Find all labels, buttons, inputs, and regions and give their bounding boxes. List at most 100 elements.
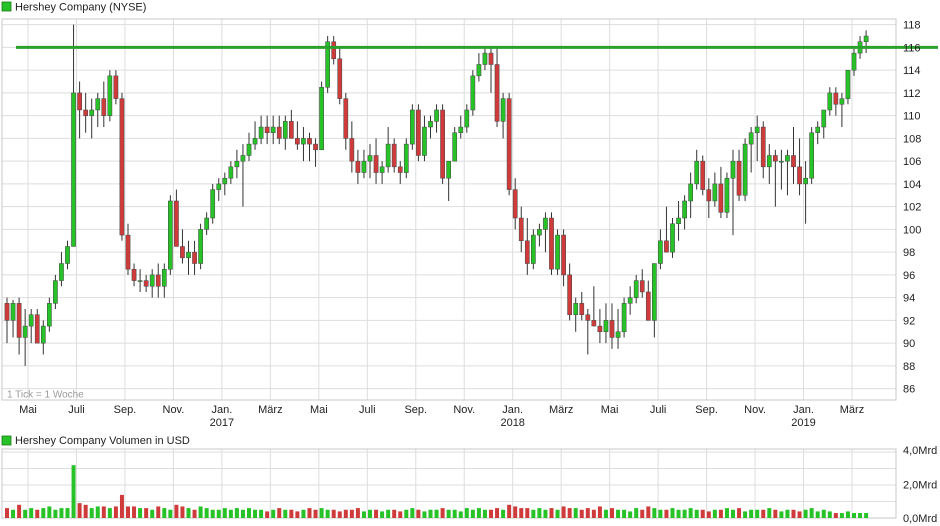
candle-up	[428, 121, 433, 128]
candle-up	[845, 69, 851, 99]
volume-bar	[132, 506, 137, 518]
volume-bar	[53, 509, 58, 518]
candle-up	[785, 155, 790, 162]
volume-bar	[724, 508, 729, 518]
volume-bar	[107, 508, 112, 518]
volume-bar	[23, 509, 28, 518]
volume-bar	[5, 508, 9, 518]
price-y-tick-label: 100	[903, 224, 921, 236]
price-y-tick-label: 112	[903, 88, 921, 100]
price-x-tick-label: Mai	[601, 404, 619, 416]
volume-bar	[446, 509, 451, 518]
volume-bar	[41, 508, 46, 518]
volume-bar	[71, 465, 76, 518]
candle-up	[47, 303, 52, 327]
candle-up	[573, 303, 579, 315]
volume-bar	[228, 509, 233, 518]
volume-bar	[761, 509, 766, 518]
volume-bar	[343, 509, 348, 518]
volume-bar	[162, 508, 167, 518]
candle-up	[724, 177, 730, 213]
candle-up	[688, 183, 693, 202]
candle-up	[815, 126, 821, 133]
volume-bar	[361, 511, 366, 518]
volume-bar	[610, 508, 614, 518]
candle-down	[4, 303, 10, 321]
volume-bar	[573, 508, 578, 518]
candle-down	[264, 126, 270, 133]
candle-down	[34, 314, 40, 344]
candle-up	[694, 160, 700, 185]
candle-down	[331, 41, 337, 60]
volume-bar	[815, 511, 820, 518]
volume-y-tick-label: 2,0Mrd	[903, 480, 937, 492]
volume-bar	[712, 509, 717, 518]
volume-bars	[5, 465, 869, 518]
volume-bar	[204, 508, 209, 518]
candle-up	[95, 98, 101, 111]
candle-up	[742, 143, 748, 196]
price-x-tick-label: Mai	[310, 404, 328, 416]
candle-up	[258, 126, 264, 139]
candle-up	[246, 143, 252, 156]
volume-bar	[174, 504, 179, 518]
volume-bar	[144, 508, 149, 518]
candle-up	[803, 177, 808, 185]
candle-up	[615, 331, 621, 338]
volume-bar	[410, 508, 415, 518]
price-plot-frame	[1, 18, 897, 401]
volume-bar	[731, 509, 735, 518]
volume-bar	[670, 508, 675, 518]
volume-bar	[422, 511, 427, 518]
candle-down	[833, 92, 839, 105]
volume-bar	[277, 508, 282, 518]
candle-up	[652, 263, 657, 321]
price-y-tick-label: 98	[903, 247, 915, 259]
price-x-tick-label: März	[840, 404, 864, 416]
candle-down	[113, 75, 119, 99]
candle-up	[670, 223, 675, 253]
volume-bar	[622, 509, 627, 518]
price-y-tick-label: 96	[903, 270, 915, 282]
price-x-tick-label: Nov.	[744, 404, 766, 416]
volume-bar	[603, 509, 608, 518]
volume-bar	[827, 511, 832, 518]
volume-bar	[773, 509, 778, 518]
volume-bar	[271, 509, 276, 518]
candle-up	[452, 132, 458, 162]
volume-bar	[743, 511, 748, 518]
candle-down	[125, 234, 131, 270]
candle-up	[137, 280, 143, 282]
candle-down	[119, 98, 125, 236]
price-x-tick-label: Jan.	[502, 404, 523, 416]
candle-down	[585, 314, 591, 321]
candle-down	[706, 189, 712, 202]
volume-bar	[240, 509, 245, 518]
volume-bar	[101, 506, 106, 518]
volume-bar	[634, 508, 639, 518]
volume-bar	[755, 509, 760, 518]
volume-y-axis: 4,0Mrd 2,0Mrd 0,0Mrd	[903, 445, 937, 525]
volume-bar	[513, 506, 518, 518]
candle-up	[531, 234, 536, 264]
candle-up	[476, 64, 482, 77]
volume-bar	[313, 509, 318, 518]
candle-up	[403, 143, 409, 173]
candle-down	[349, 138, 355, 162]
candle-down	[506, 98, 512, 190]
volume-bar	[476, 508, 481, 518]
candle-down	[597, 325, 603, 333]
candle-down	[791, 155, 796, 168]
year-label: 2019	[791, 417, 815, 429]
candle-up	[22, 325, 28, 338]
candle-up	[385, 143, 391, 168]
volume-bar	[845, 511, 850, 518]
volume-bar	[168, 509, 173, 518]
volume-bar	[628, 511, 633, 518]
candle-down	[416, 109, 421, 156]
volume-bar	[658, 509, 663, 518]
candle-up	[107, 75, 113, 116]
volume-bar	[852, 513, 856, 518]
candle-down	[524, 240, 530, 264]
